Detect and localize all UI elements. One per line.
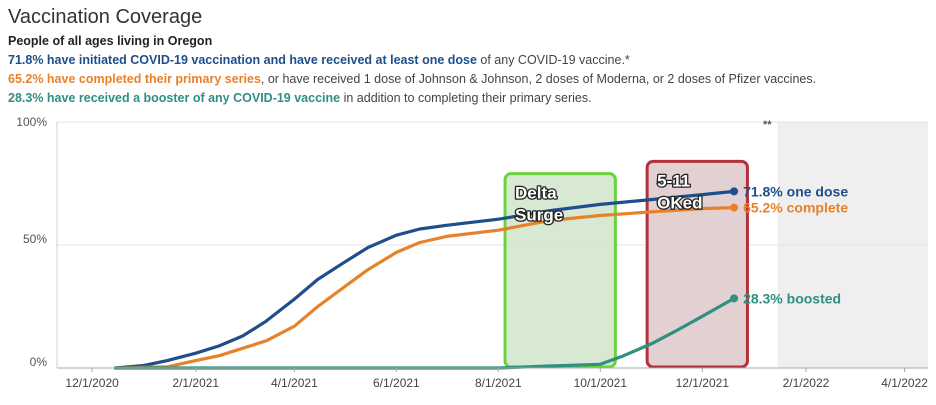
y-tick-label: 50% [23, 232, 47, 246]
kids-box [645, 159, 749, 369]
one-dose-summary-bold: 71.8% have initiated COVID-19 vaccinatio… [8, 53, 477, 67]
one_dose-endpoint [730, 187, 739, 196]
x-tick-label: 2/1/2022 [783, 376, 830, 390]
boosted-line [113, 296, 736, 370]
axes: 100% 50% 0% 12/1/2020 2/1/2021 4/1/2021 6/1/20… [16, 115, 928, 390]
x-tick-label: 10/1/2021 [574, 376, 628, 390]
boosted-end-label: 28.3% boosted [743, 290, 841, 306]
annotation-boxes [503, 159, 749, 369]
y-tick-label: 100% [16, 115, 47, 129]
x-tick-label: 2/1/2021 [172, 376, 219, 390]
kids-label: 5-11 [657, 171, 690, 190]
delta-label: Delta [515, 184, 557, 203]
one-dose-summary-rest: of any COVID-19 vaccine.* [476, 53, 630, 67]
series-lines [113, 187, 739, 370]
kids-label: OKed [657, 193, 702, 212]
booster-summary: 28.3% have received a booster of any COV… [8, 91, 592, 105]
x-tick-label: 12/1/2021 [676, 376, 730, 390]
x-tick-label: 4/1/2022 [881, 376, 928, 390]
x-tick-label: 6/1/2021 [373, 376, 420, 390]
x-tick-label: 12/1/2020 [65, 376, 119, 390]
booster-summary-bold: 28.3% have received a booster of any COV… [8, 91, 341, 105]
one_dose-line [113, 189, 736, 370]
boosted-endpoint [730, 294, 739, 303]
chart-title: Vaccination Coverage [8, 6, 203, 28]
booster-summary-rest: in addition to completing their primary … [340, 91, 592, 105]
labels: ** Delta Surge 5-11 OKed 71.8% one dose65.2% … [514, 119, 849, 306]
y-gridlines [57, 121, 928, 246]
complete-line [113, 206, 736, 370]
y-tick-label: 0% [30, 355, 48, 369]
projection-marker: ** [763, 119, 772, 131]
x-tick-label: 4/1/2021 [271, 376, 318, 390]
complete-summary-bold: 65.2% have completed their primary serie… [8, 72, 261, 86]
chart-subtitle: People of all ages living in Oregon [8, 34, 213, 48]
one_dose-end-label: 71.8% one dose [743, 183, 848, 199]
complete-end-label: 65.2% complete [743, 200, 848, 216]
one-dose-summary: 71.8% have initiated COVID-19 vaccinatio… [8, 53, 630, 67]
delta-label: Surge [515, 206, 563, 225]
complete-summary: 65.2% have completed their primary serie… [8, 72, 816, 86]
x-tick-label: 8/1/2021 [475, 376, 522, 390]
complete-summary-rest: , or have received 1 dose of Johnson & J… [260, 72, 817, 86]
complete-endpoint [730, 203, 739, 212]
